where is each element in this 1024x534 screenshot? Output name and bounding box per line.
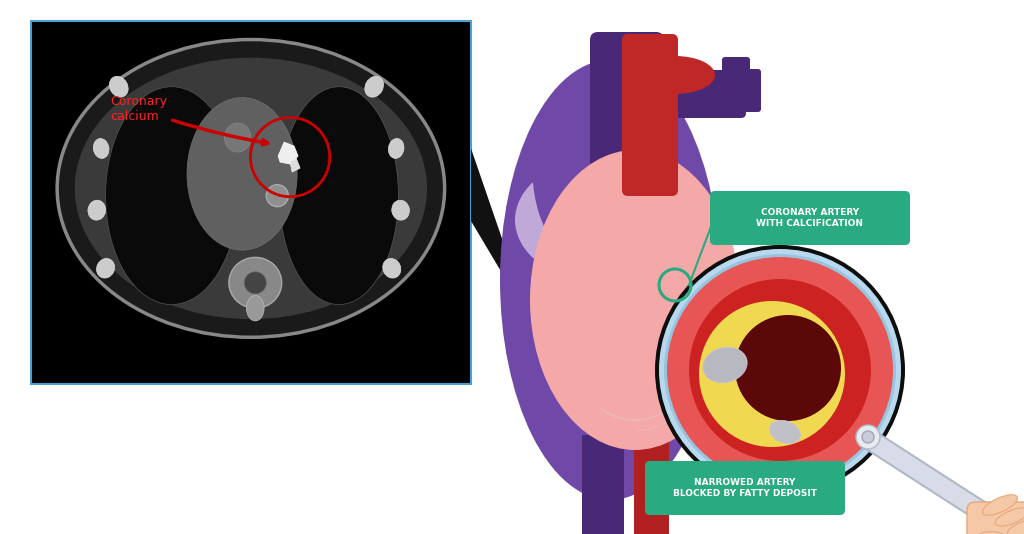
- Circle shape: [659, 249, 901, 491]
- Ellipse shape: [88, 200, 105, 220]
- FancyBboxPatch shape: [735, 84, 761, 112]
- Polygon shape: [279, 142, 298, 164]
- Ellipse shape: [105, 87, 238, 304]
- FancyBboxPatch shape: [622, 34, 678, 196]
- Text: Coronary
calcium: Coronary calcium: [110, 95, 267, 145]
- Ellipse shape: [530, 150, 740, 450]
- Text: NARROWED ARTERY
BLOCKED BY FATTY DEPOSIT: NARROWED ARTERY BLOCKED BY FATTY DEPOSIT: [673, 478, 817, 498]
- Ellipse shape: [229, 257, 282, 308]
- Circle shape: [735, 315, 841, 421]
- Bar: [31, 21, 471, 384]
- Ellipse shape: [500, 60, 720, 500]
- FancyBboxPatch shape: [582, 435, 624, 534]
- Polygon shape: [290, 158, 300, 172]
- FancyBboxPatch shape: [590, 32, 664, 208]
- FancyBboxPatch shape: [651, 70, 746, 118]
- Text: CORONARY ARTERY
WITH CALCIFICATION: CORONARY ARTERY WITH CALCIFICATION: [757, 208, 863, 227]
- Ellipse shape: [383, 258, 400, 278]
- Ellipse shape: [75, 58, 427, 319]
- Ellipse shape: [995, 508, 1024, 526]
- FancyBboxPatch shape: [737, 69, 761, 100]
- Ellipse shape: [280, 87, 398, 304]
- Ellipse shape: [57, 40, 444, 337]
- Ellipse shape: [96, 258, 115, 278]
- Circle shape: [667, 257, 893, 483]
- Ellipse shape: [702, 347, 748, 383]
- Circle shape: [689, 279, 871, 461]
- FancyBboxPatch shape: [722, 57, 750, 95]
- Ellipse shape: [515, 160, 675, 280]
- FancyBboxPatch shape: [645, 461, 845, 515]
- Ellipse shape: [532, 80, 638, 260]
- Circle shape: [856, 425, 880, 449]
- Circle shape: [664, 254, 896, 486]
- Circle shape: [266, 185, 289, 207]
- Polygon shape: [860, 428, 1005, 532]
- Ellipse shape: [769, 420, 801, 444]
- Circle shape: [699, 301, 845, 447]
- Ellipse shape: [388, 138, 404, 159]
- FancyBboxPatch shape: [634, 425, 669, 534]
- Ellipse shape: [392, 200, 410, 220]
- FancyBboxPatch shape: [967, 502, 1024, 534]
- Ellipse shape: [110, 76, 128, 97]
- Ellipse shape: [224, 123, 251, 152]
- Circle shape: [245, 272, 266, 294]
- Ellipse shape: [187, 98, 297, 250]
- Ellipse shape: [1008, 520, 1024, 534]
- Ellipse shape: [247, 295, 264, 321]
- Polygon shape: [471, 148, 530, 320]
- Circle shape: [655, 245, 905, 495]
- Ellipse shape: [982, 495, 1018, 515]
- Ellipse shape: [635, 56, 715, 94]
- Ellipse shape: [365, 76, 384, 97]
- Ellipse shape: [93, 138, 109, 159]
- Circle shape: [862, 431, 874, 443]
- Ellipse shape: [978, 531, 1013, 534]
- Ellipse shape: [1019, 532, 1024, 534]
- FancyBboxPatch shape: [710, 191, 910, 245]
